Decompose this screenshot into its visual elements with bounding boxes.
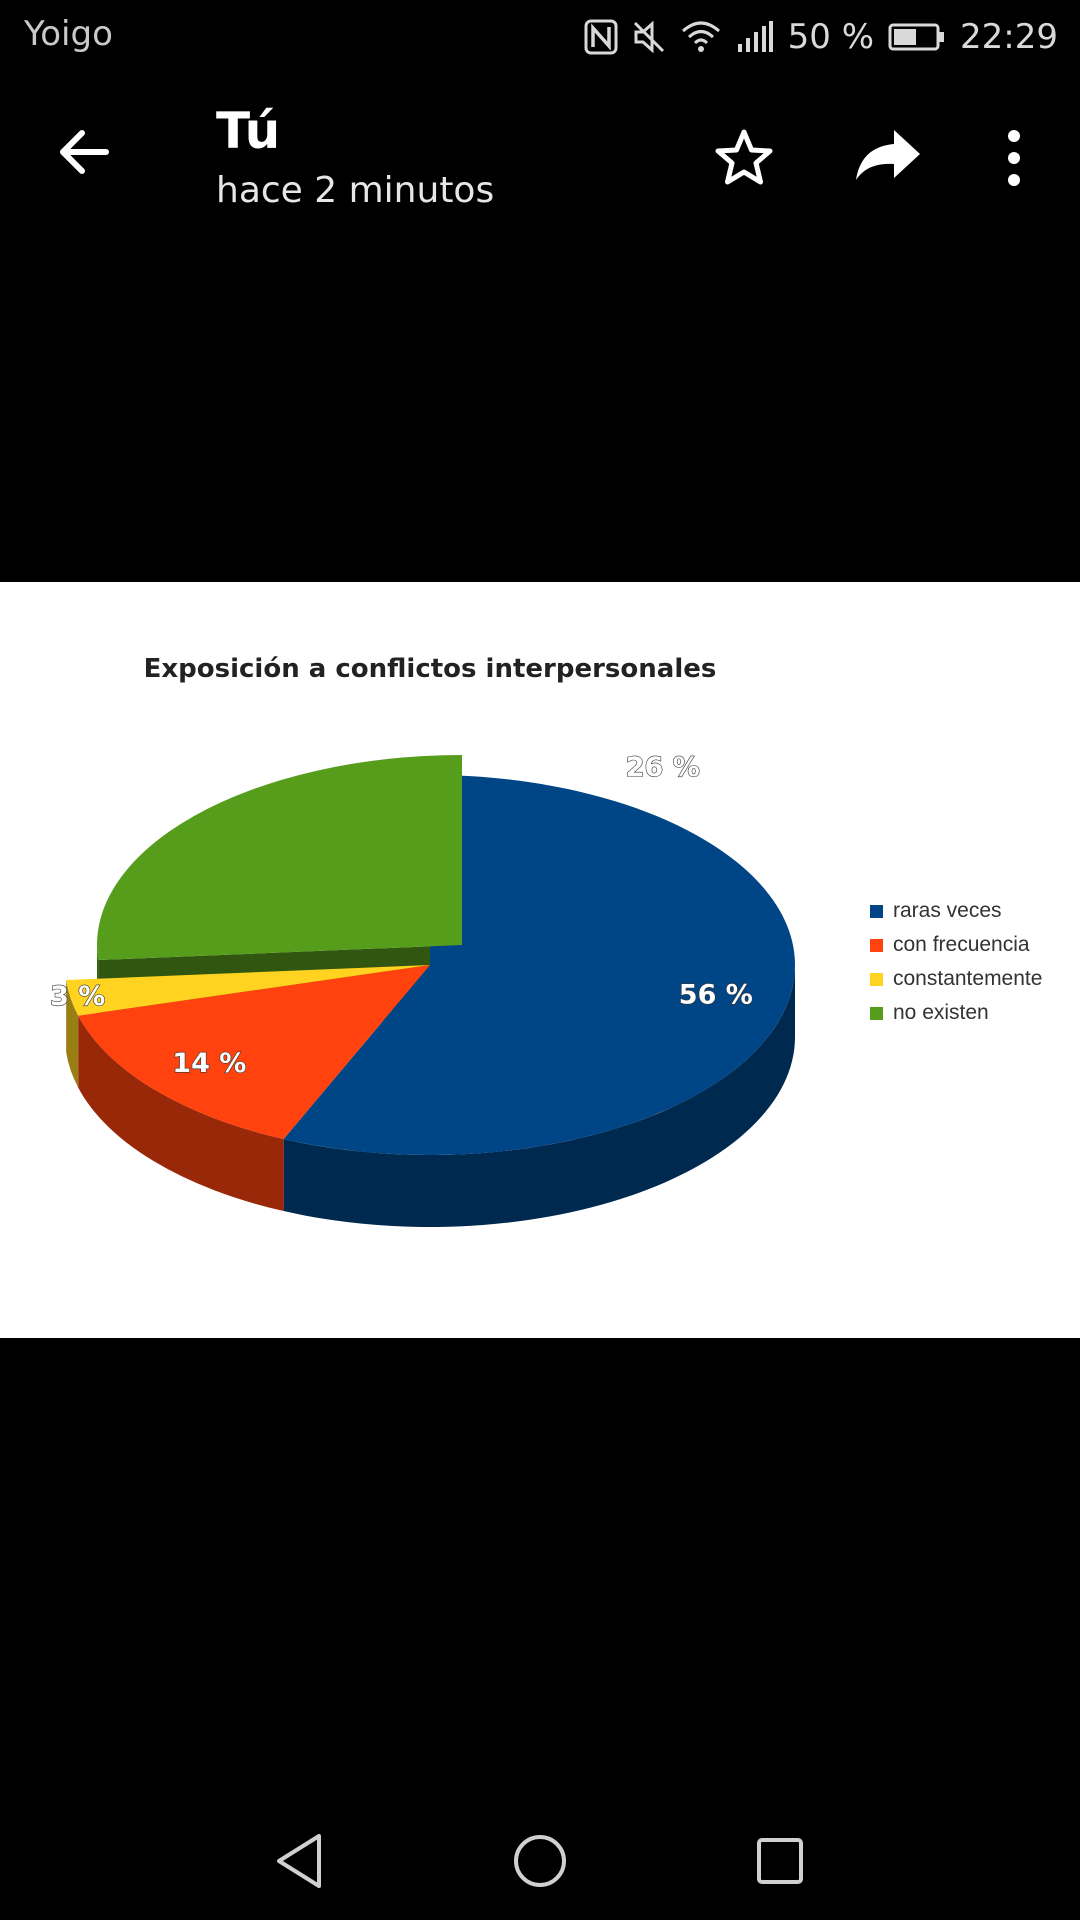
star-icon[interactable] — [712, 126, 776, 190]
status-bar: Yoigo 50 % 22:29 — [0, 0, 1080, 76]
timestamp: hace 2 minutos — [216, 170, 495, 211]
pie-label-0: 56 % — [679, 980, 753, 1011]
legend-swatch — [870, 972, 883, 986]
legend-item: no existen — [870, 996, 1042, 1030]
legend-item: constantemente — [870, 962, 1042, 996]
legend-item: raras veces — [870, 894, 1042, 928]
legend-label: con frecuencia — [893, 933, 1030, 956]
legend-label: constantemente — [893, 967, 1043, 990]
signal-icon — [736, 20, 774, 54]
back-arrow-icon[interactable] — [52, 120, 116, 184]
attached-image[interactable]: Exposición a conflictos interpersonales … — [0, 582, 1080, 1338]
battery-percent: 50 % — [787, 17, 875, 57]
pie-chart: 56 % 14 % 3 % 26 % — [50, 751, 795, 1227]
wifi-icon — [680, 19, 722, 55]
nfc-icon — [584, 19, 618, 55]
legend-item: con frecuencia — [870, 928, 1042, 962]
legend-label: raras veces — [893, 899, 1002, 922]
pie-label-3: 26 % — [626, 752, 700, 783]
pie-label-1: 14 % — [172, 1048, 246, 1079]
pie-wall-2 — [66, 980, 79, 1088]
legend-swatch — [870, 938, 883, 952]
app-bar: Tú hace 2 minutos — [0, 76, 1080, 232]
more-vert-icon[interactable] — [994, 126, 1034, 190]
mute-icon — [632, 19, 666, 55]
pie-label-2: 3 % — [50, 981, 105, 1012]
pie-slice-no-existen — [96, 755, 462, 961]
carrier-name: Yoigo — [24, 14, 113, 54]
home-circle-icon[interactable] — [505, 1826, 575, 1896]
pie-wall-0 — [283, 965, 795, 1227]
chart-legend: raras veces con frecuencia constantemente n… — [870, 894, 1042, 1030]
battery-icon — [888, 22, 946, 52]
pie-tops — [66, 755, 795, 1155]
sender-name: Tú — [216, 102, 281, 160]
share-icon[interactable] — [852, 122, 924, 186]
legend-label: no existen — [893, 1001, 989, 1024]
clock: 22:29 — [960, 17, 1058, 57]
pie-labels: 56 % 14 % 3 % 26 % — [50, 751, 754, 1079]
chart-title: Exposición a conflictos interpersonales — [143, 654, 717, 684]
pie-slice-con-frecuencia — [78, 965, 431, 1140]
pie-slice-constantemente — [66, 965, 430, 1016]
system-nav-bar — [0, 1800, 1080, 1920]
back-triangle-icon[interactable] — [265, 1826, 335, 1896]
recents-square-icon[interactable] — [745, 1826, 815, 1896]
pie-slice-raras-veces — [283, 775, 795, 1155]
pie-wall-1 — [78, 1015, 284, 1212]
legend-swatch — [870, 904, 883, 918]
legend-swatch — [870, 1006, 883, 1020]
